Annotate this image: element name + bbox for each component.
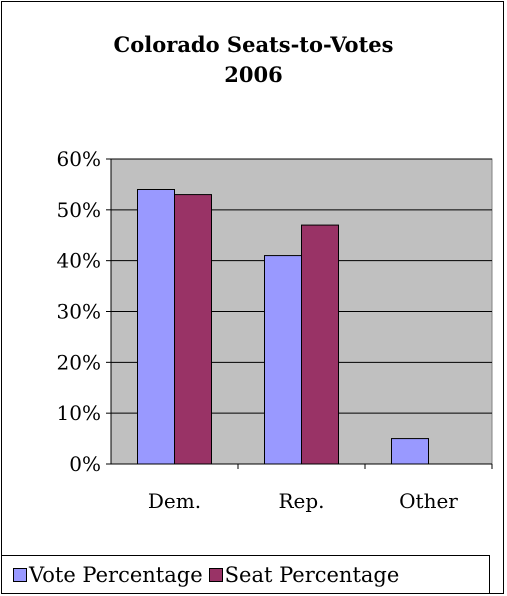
chart-title-line-1: Colorado Seats-to-Votes: [113, 32, 394, 57]
y-tick-label: 10%: [57, 401, 101, 425]
y-tick-label: 30%: [57, 300, 101, 324]
x-category-label: Rep.: [278, 489, 324, 513]
y-tick-label: 0%: [69, 452, 101, 476]
x-category-label: Dem.: [148, 489, 201, 513]
y-tick-label: 20%: [57, 350, 101, 374]
bar-vote-percentage-dem: [137, 189, 175, 465]
y-tick-label: 50%: [57, 198, 101, 222]
bar-vote-percentage-other: [391, 438, 429, 465]
bar-seat-percentage-rep: [301, 224, 339, 465]
legend-label-vote: Vote Percentage: [29, 563, 203, 587]
chart-title: Colorado Seats-to-Votes 2006: [0, 30, 507, 90]
legend-item-vote: Vote Percentage: [13, 563, 203, 587]
bar-vote-percentage-rep: [264, 255, 302, 465]
legend-label-seat: Seat Percentage: [224, 563, 400, 587]
y-tick-label: 40%: [57, 249, 101, 273]
x-category-label: Other: [399, 489, 458, 513]
y-tick-label: 60%: [57, 147, 101, 171]
legend-swatch-seat: [208, 568, 223, 582]
bar-seat-percentage-dem: [174, 194, 212, 465]
legend-swatch-vote: [13, 568, 27, 582]
chart-title-line-2: 2006: [224, 62, 283, 87]
legend: Vote Percentage Seat Percentage: [1, 555, 490, 594]
legend-item-seat: Seat Percentage: [208, 563, 400, 587]
